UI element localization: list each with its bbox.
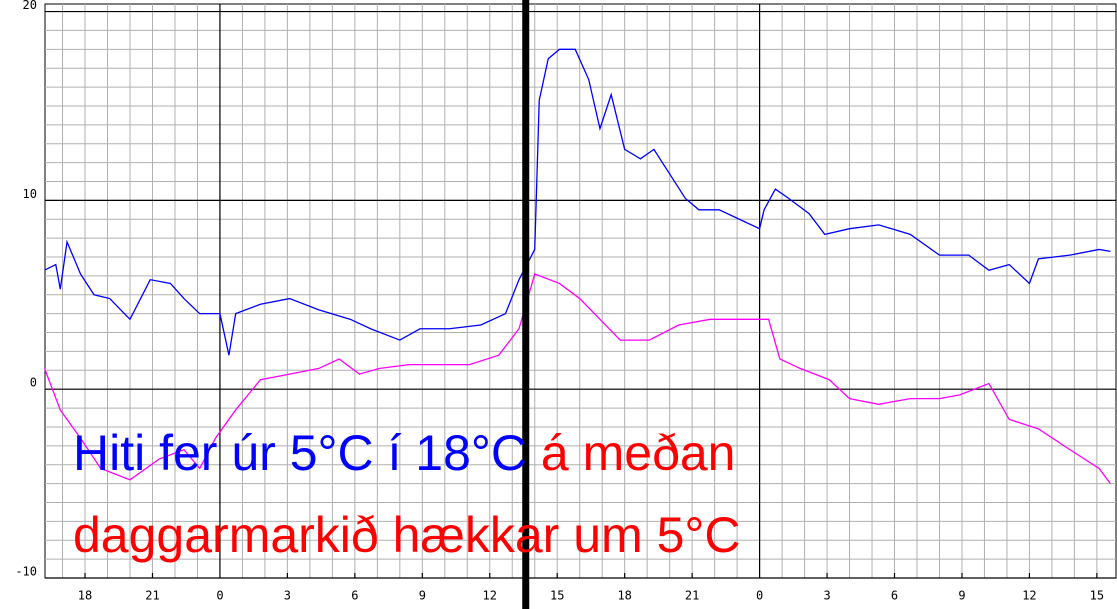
x-tick-label: 0: [756, 589, 763, 603]
y-tick-label: 20: [23, 0, 37, 12]
x-tick-label: 0: [216, 589, 223, 603]
x-tick-label: 9: [419, 589, 426, 603]
annotation-part: Hiti fer úr 5°C í 18°C: [73, 425, 527, 481]
annotation: daggarmarkið hækkar um 5°C: [73, 507, 740, 563]
x-tick-label: 15: [1090, 589, 1104, 603]
annotation: Hiti fer úr 5°C í 18°C á meðan: [73, 425, 736, 481]
series-line: [43, 273, 1111, 484]
x-tick-label: 15: [550, 589, 564, 603]
x-tick-label: 21: [145, 589, 159, 603]
x-tick-label: 21: [685, 589, 699, 603]
x-tick-label: 18: [78, 589, 92, 603]
x-tick-label: 6: [891, 589, 898, 603]
x-tick-label: 18: [617, 589, 631, 603]
series-line: [44, 48, 1111, 356]
x-tick-label: 6: [351, 589, 358, 603]
plot-area: [44, 3, 1117, 579]
annotation-part: á meðan: [527, 425, 735, 481]
x-tick-label: 3: [284, 589, 291, 603]
y-tick-label: -10: [15, 565, 37, 579]
x-tick-label: 12: [483, 589, 497, 603]
x-tick-label: 9: [958, 589, 965, 603]
x-tick-label: 12: [1022, 589, 1036, 603]
x-tick-label: 3: [823, 589, 830, 603]
y-tick-label: 0: [30, 376, 37, 390]
y-tick-label: 10: [23, 187, 37, 201]
